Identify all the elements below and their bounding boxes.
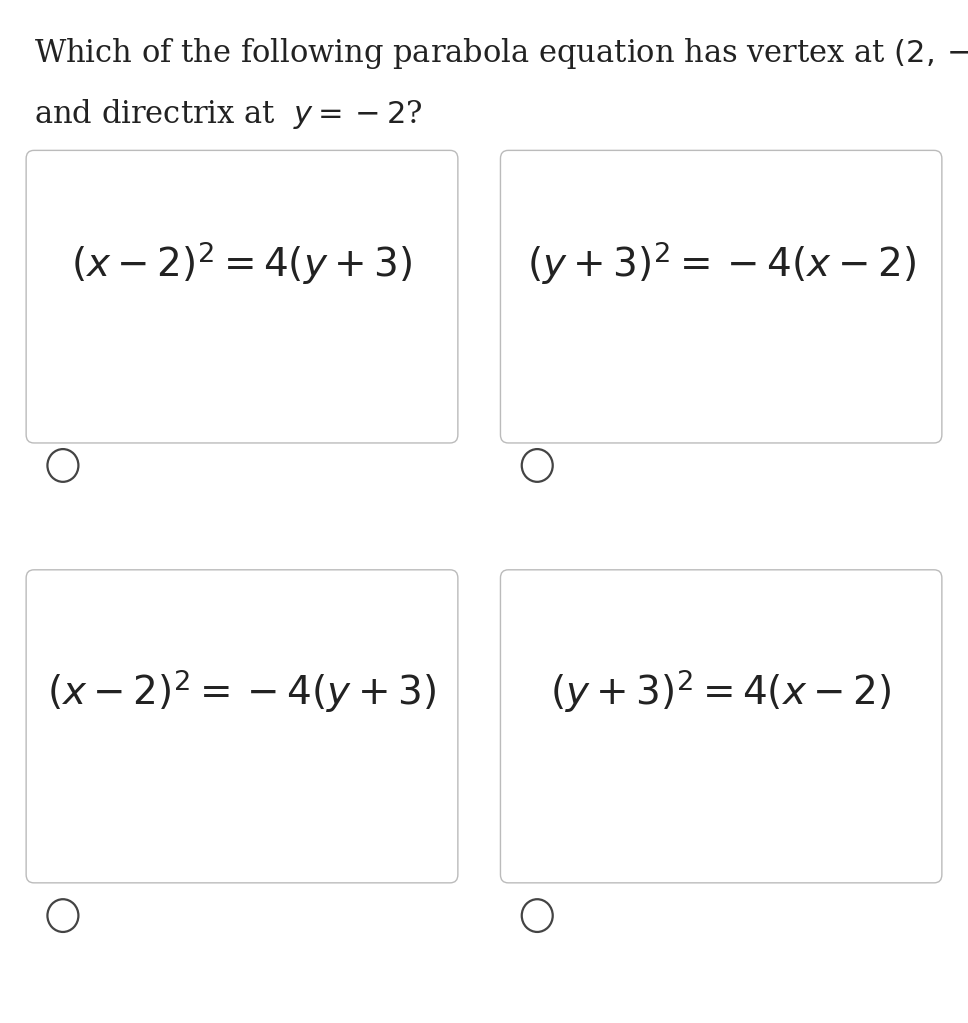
Text: $(x-2)^2 = 4(y+3)$: $(x-2)^2 = 4(y+3)$ [72, 239, 412, 287]
Text: $(y+3)^2 = -4(x-2)$: $(y+3)^2 = -4(x-2)$ [527, 239, 916, 287]
Text: and directrix at  $y=-2$?: and directrix at $y=-2$? [34, 97, 422, 131]
Text: $(x-2)^2 = -4(y+3)$: $(x-2)^2 = -4(y+3)$ [47, 667, 437, 715]
FancyBboxPatch shape [500, 150, 942, 443]
FancyBboxPatch shape [26, 150, 458, 443]
FancyBboxPatch shape [500, 570, 942, 883]
Text: $(y+3)^2 = 4(x-2)$: $(y+3)^2 = 4(x-2)$ [551, 667, 892, 715]
FancyBboxPatch shape [26, 570, 458, 883]
Text: Which of the following parabola equation has vertex at $(2,-3)$: Which of the following parabola equation… [34, 36, 968, 71]
